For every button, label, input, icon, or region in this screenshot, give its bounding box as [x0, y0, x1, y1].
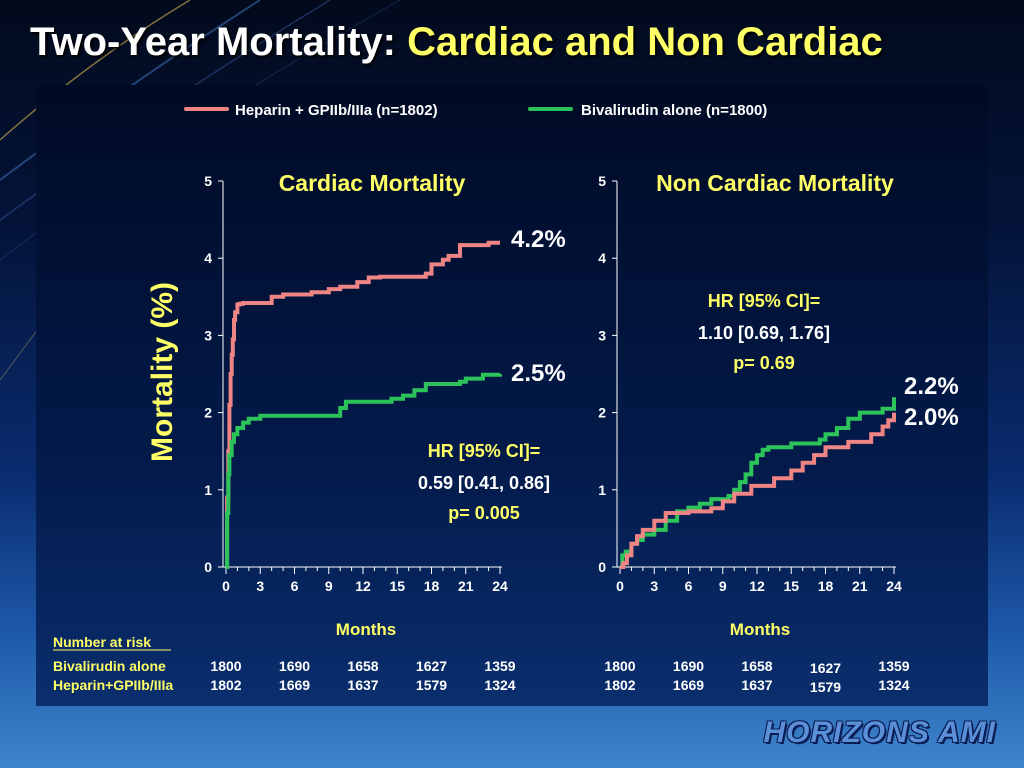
y-axis-title: Mortality (%)	[146, 282, 179, 462]
risk-count: 1690	[673, 658, 704, 674]
x-tick-label: 9	[325, 578, 333, 594]
risk-count: 1690	[279, 658, 310, 674]
y-tick-label: 1	[598, 482, 606, 498]
risk-count: 1802	[604, 677, 635, 693]
y-tick-label: 0	[204, 559, 212, 575]
y-tick-label: 0	[598, 559, 606, 575]
y-tick-label: 4	[204, 250, 212, 266]
risk-count: 1669	[673, 677, 704, 693]
x-tick-label: 24	[492, 578, 508, 594]
y-tick-label: 4	[598, 250, 606, 266]
risk-count: 1627	[416, 658, 447, 674]
risk-table-title: Number at risk	[53, 634, 151, 650]
x-tick-label: 21	[852, 578, 868, 594]
chart-title: Non Cardiac Mortality	[656, 170, 894, 196]
risk-count: 1579	[810, 679, 841, 695]
y-tick-label: 1	[204, 482, 212, 498]
risk-count: 1637	[347, 677, 378, 693]
p-value: p= 0.005	[448, 503, 520, 523]
risk-count: 1627	[810, 660, 841, 676]
x-tick-label: 12	[749, 578, 765, 594]
p-value: p= 0.69	[733, 353, 795, 373]
end-value-label: 2.5%	[511, 360, 566, 387]
risk-count: 1800	[210, 658, 241, 674]
series-line	[225, 372, 502, 569]
risk-count: 1658	[347, 658, 378, 674]
hr-label: HR [95% CI]=	[428, 441, 541, 461]
series-line	[620, 397, 896, 569]
risk-row-label: Bivalirudin alone	[53, 658, 166, 674]
risk-count: 1669	[279, 677, 310, 693]
end-value-label: 4.2%	[511, 226, 566, 253]
x-tick-label: 6	[685, 578, 693, 594]
x-tick-label: 0	[616, 578, 624, 594]
slide-title: Two-Year Mortality: Cardiac and Non Card…	[30, 20, 883, 65]
legend-label: Bivalirudin alone (n=1800)	[581, 102, 767, 119]
risk-count: 1359	[878, 658, 909, 674]
series-line	[620, 412, 896, 569]
x-tick-label: 12	[355, 578, 371, 594]
horizons-ami-logo: HORIZONS AMI	[763, 716, 996, 749]
risk-count: 1800	[604, 658, 635, 674]
x-axis-title: Months	[730, 620, 790, 639]
x-tick-label: 24	[886, 578, 902, 594]
risk-row-label: Heparin+GPIIb/IIIa	[53, 677, 173, 693]
title-accent: Cardiac and Non Cardiac	[407, 20, 883, 64]
hr-value: 1.10 [0.69, 1.76]	[698, 323, 830, 343]
mortality-charts: Heparin + GPIIb/IIIa (n=1802) Bivalirudin…	[53, 102, 959, 695]
x-tick-label: 6	[291, 578, 299, 594]
x-tick-label: 3	[650, 578, 658, 594]
risk-count: 1324	[878, 677, 909, 693]
risk-count: 1658	[741, 658, 772, 674]
x-tick-label: 18	[818, 578, 834, 594]
risk-count: 1579	[416, 677, 447, 693]
x-tick-label: 0	[222, 578, 230, 594]
title-main: Two-Year Mortality:	[30, 20, 396, 64]
end-value-label: 2.2%	[904, 373, 959, 400]
x-tick-label: 9	[719, 578, 727, 594]
x-tick-label: 3	[256, 578, 264, 594]
risk-count: 1359	[484, 658, 515, 674]
x-tick-label: 21	[458, 578, 474, 594]
y-tick-label: 2	[204, 405, 212, 421]
hr-label: HR [95% CI]=	[708, 291, 821, 311]
legend-label: Heparin + GPIIb/IIIa (n=1802)	[235, 102, 438, 119]
end-value-label: 2.0%	[904, 404, 959, 431]
hr-value: 0.59 [0.41, 0.86]	[418, 473, 550, 493]
risk-count: 1637	[741, 677, 772, 693]
x-axis-title: Months	[336, 620, 396, 639]
x-tick-label: 18	[424, 578, 440, 594]
chart-title: Cardiac Mortality	[279, 170, 466, 196]
y-tick-label: 3	[204, 327, 212, 343]
x-tick-label: 15	[389, 578, 405, 594]
risk-count: 1802	[210, 677, 241, 693]
x-tick-label: 15	[783, 578, 799, 594]
y-tick-label: 5	[204, 173, 212, 189]
y-tick-label: 3	[598, 327, 606, 343]
y-tick-label: 2	[598, 405, 606, 421]
series-line	[225, 240, 500, 569]
chart-panel: Heparin + GPIIb/IIIa (n=1802) Bivalirudin…	[36, 85, 988, 706]
risk-count: 1324	[484, 677, 515, 693]
y-tick-label: 5	[598, 173, 606, 189]
